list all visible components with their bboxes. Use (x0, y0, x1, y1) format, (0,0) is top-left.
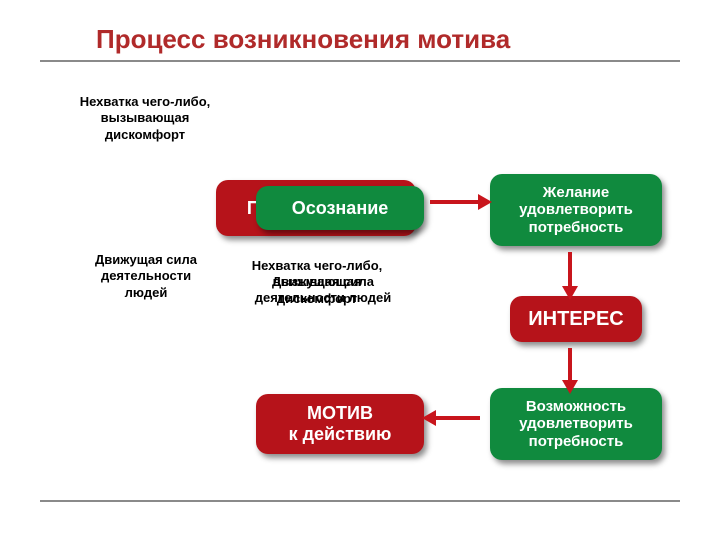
note-line: дискомфорт (60, 127, 230, 143)
arrow-desire-to-interest (562, 252, 578, 300)
node-line: к действию (289, 424, 392, 445)
note-driving-force-2: Движущая силадеятельности людей (238, 274, 408, 307)
rule-bottom (40, 500, 680, 502)
note-line: Движущая сила (76, 252, 216, 268)
arrow-need-to-desire (430, 194, 492, 210)
note-line: деятельности людей (238, 290, 408, 306)
page-title: Процесс возникновения мотива (96, 24, 510, 55)
node-interest: ИНТЕРЕС (510, 296, 642, 342)
node-awareness: Осознание (256, 186, 424, 230)
node-possibility: Возможность удовлетворить потребность (490, 388, 662, 460)
note-line: Движущая сила (238, 274, 408, 290)
rule-top (40, 60, 680, 62)
note-line: деятельности (76, 268, 216, 284)
note-discomfort-1: Нехватка чего-либо,вызывающаядискомфорт (60, 94, 230, 143)
node-motive: МОТИВк действию (256, 394, 424, 454)
note-line: Нехватка чего-либо, (60, 94, 230, 110)
note-line: вызывающая (60, 110, 230, 126)
node-line: МОТИВ (307, 403, 373, 424)
arrow-interest-to-possibility (562, 348, 578, 394)
note-line: Нехватка чего-либо, (232, 258, 402, 274)
node-desire: Желание удовлетворить потребность (490, 174, 662, 246)
note-line: людей (76, 285, 216, 301)
note-driving-force-1: Движущая силадеятельностилюдей (76, 252, 216, 301)
arrow-possibility-to-motive (422, 410, 480, 426)
diagram-stage: Процесс возникновения мотива Нехватка че… (0, 0, 720, 540)
